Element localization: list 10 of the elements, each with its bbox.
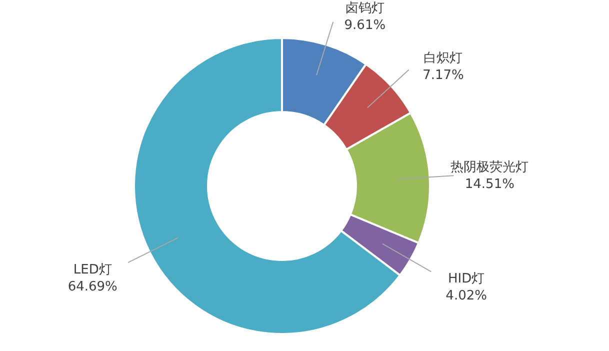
- slice-label: 白炽灯: [424, 50, 463, 66]
- data-label: 7.17%: [422, 68, 464, 83]
- slice-label: HID灯: [448, 272, 485, 287]
- data-label: 14.51%: [464, 177, 514, 192]
- slice-label: 热阴极荧光灯: [450, 160, 529, 176]
- slice-label: 卤钨灯: [345, 1, 384, 16]
- slice-label: LED灯: [73, 262, 112, 278]
- data-label: 4.02%: [446, 288, 487, 304]
- data-label: 64.69%: [68, 279, 118, 294]
- data-label: 9.61%: [344, 18, 386, 34]
